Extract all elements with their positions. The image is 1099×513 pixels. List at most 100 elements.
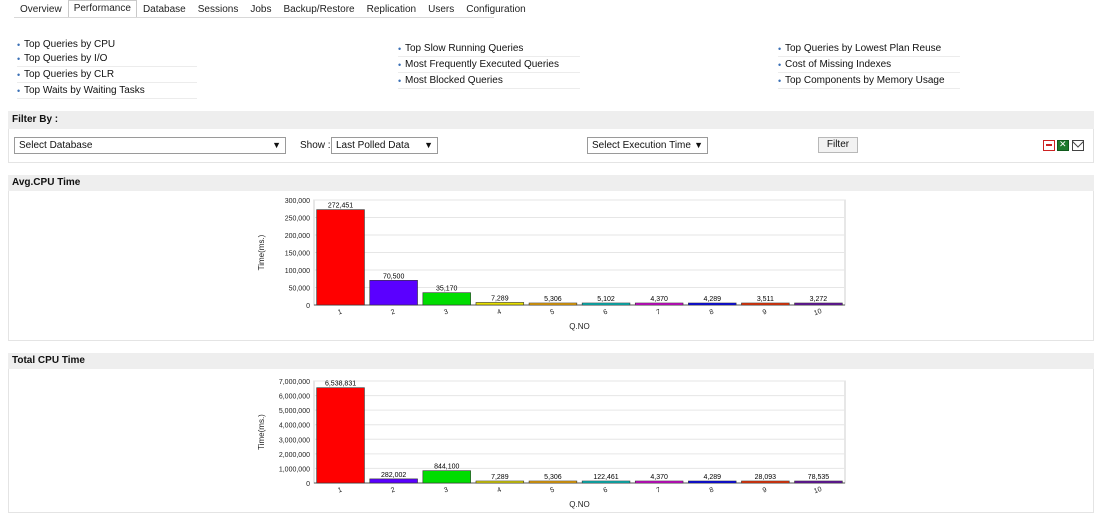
bullet-icon: •: [778, 75, 782, 86]
bullet-icon: •: [398, 75, 402, 86]
bullet-icon: •: [398, 43, 402, 54]
x-tick-label: 1: [337, 487, 343, 495]
report-link-label: Top Queries by I/O: [24, 53, 108, 64]
data-label: 35,170: [436, 286, 458, 293]
data-label: 7,289: [491, 295, 509, 302]
report-link-label: Top Queries by CLR: [24, 69, 115, 80]
report-link[interactable]: • Cost of Missing Indexes: [778, 57, 960, 73]
data-label: 4,289: [703, 474, 721, 481]
chevron-down-icon: ▼: [694, 140, 703, 150]
data-label: 5,306: [544, 296, 562, 303]
y-tick-label: 300,000: [285, 198, 310, 205]
y-tick-label: 0: [306, 303, 310, 310]
report-links-column-1: • Top Queries by CPU • Top Queries by I/O • T…: [17, 38, 197, 99]
report-link-label: Most Blocked Queries: [405, 75, 503, 86]
bullet-icon: •: [778, 59, 782, 70]
report-link[interactable]: • Top Queries by Lowest Plan Reuse: [778, 41, 960, 57]
y-tick-label: 5,000,000: [279, 408, 310, 415]
total-cpu-time-chart: 0 1,000,000 2,000,000 3,000,000 4,000,000 5,0…: [257, 379, 846, 509]
tab-backup-restore[interactable]: Backup/Restore: [283, 4, 355, 15]
bar: [741, 302, 790, 306]
report-link[interactable]: • Most Blocked Queries: [398, 73, 580, 89]
data-label: 28,093: [755, 474, 777, 481]
bullet-icon: •: [17, 39, 21, 50]
avg-cpu-time-panel: 0 50,000 100,000 150,000 200,000 250,000 300,0…: [8, 191, 1094, 341]
x-tick-label: 10: [813, 308, 823, 317]
x-tick-label: 3: [443, 309, 449, 317]
email-icon[interactable]: [1072, 140, 1084, 151]
x-tick-label: 8: [709, 309, 715, 317]
x-tick-label: 10: [813, 486, 823, 495]
bullet-icon: •: [17, 85, 21, 96]
tab-performance[interactable]: Performance: [67, 0, 137, 18]
bar: [688, 302, 737, 306]
data-label: 5,102: [597, 296, 615, 303]
report-link-label: Top Queries by CPU: [24, 39, 116, 50]
y-tick-label: 150,000: [285, 251, 310, 258]
x-tick-label: 6: [603, 487, 609, 495]
bullet-icon: •: [398, 59, 402, 70]
report-link[interactable]: • Top Queries by I/O: [17, 51, 197, 67]
tab-configuration[interactable]: Configuration: [466, 4, 526, 15]
report-links-column-3: • Top Queries by Lowest Plan Reuse • Cost o…: [778, 41, 960, 89]
data-label: 78,535: [808, 474, 830, 481]
data-label: 6,538,831: [325, 381, 356, 388]
filter-button[interactable]: Filter: [818, 137, 858, 153]
report-link[interactable]: • Top Components by Memory Usage: [778, 73, 960, 89]
show-select[interactable]: Last Polled Data ▼: [331, 137, 438, 154]
data-label: 282,002: [381, 472, 406, 479]
report-links: • Top Queries by CPU • Top Queries by I/O • T…: [0, 38, 1099, 104]
avg-cpu-time-header: Avg.CPU Time: [8, 175, 1094, 191]
y-tick-label: 7,000,000: [279, 379, 310, 386]
execution-time-select[interactable]: Select Execution Time ▼: [587, 137, 708, 154]
report-link[interactable]: • Most Frequently Executed Queries: [398, 57, 580, 73]
bar: [475, 302, 525, 306]
report-link[interactable]: • Top Slow Running Queries: [398, 41, 580, 57]
database-select-value: Select Database: [19, 140, 93, 151]
report-link-label: Cost of Missing Indexes: [785, 59, 892, 70]
bar: [634, 480, 684, 484]
report-link[interactable]: • Top Waits by Waiting Tasks: [17, 83, 197, 99]
x-tick-label: 9: [762, 487, 768, 495]
execution-time-select-value: Select Execution Time: [592, 140, 691, 151]
y-tick-label: 50,000: [289, 286, 311, 293]
report-link[interactable]: • Top Queries by CPU: [17, 38, 197, 51]
y-tick-label: 250,000: [285, 216, 310, 223]
report-link-label: Top Queries by Lowest Plan Reuse: [785, 43, 942, 54]
y-tick-label: 3,000,000: [279, 437, 310, 444]
x-axis-title: Q.NO: [569, 322, 589, 331]
tab-sessions[interactable]: Sessions: [197, 4, 239, 15]
chevron-down-icon: ▼: [424, 140, 433, 150]
bullet-icon: •: [17, 53, 21, 64]
tab-replication[interactable]: Replication: [366, 4, 417, 15]
tab-users[interactable]: Users: [428, 4, 455, 15]
excel-export-icon[interactable]: [1057, 139, 1069, 151]
data-label: 122,461: [593, 474, 618, 481]
report-link-label: Top Slow Running Queries: [405, 43, 524, 54]
database-select[interactable]: Select Database ▼: [14, 137, 286, 154]
report-link[interactable]: • Top Queries by CLR: [17, 67, 197, 83]
main-tab-bar: Overview Performance Database Sessions Jobs B…: [14, 0, 532, 18]
tab-jobs[interactable]: Jobs: [250, 4, 272, 15]
report-links-column-2: • Top Slow Running Queries • Most Frequentl…: [398, 41, 580, 89]
tab-overview[interactable]: Overview: [20, 4, 62, 15]
y-tick-label: 4,000,000: [279, 423, 310, 430]
x-tick-label: 4: [496, 487, 502, 495]
x-tick-label: 1: [337, 309, 343, 317]
data-label: 3,272: [810, 296, 828, 303]
x-tick-label: 2: [390, 487, 396, 495]
x-tick-label: 7: [656, 309, 662, 317]
bar: [475, 480, 525, 484]
bar: [794, 302, 843, 306]
total-cpu-time-panel: 0 1,000,000 2,000,000 3,000,000 4,000,000 5,0…: [8, 369, 1094, 513]
y-tick-label: 6,000,000: [279, 394, 310, 401]
bar: [369, 280, 418, 306]
show-select-value: Last Polled Data: [336, 140, 410, 151]
y-tick-label: 0: [306, 481, 310, 488]
bar: [581, 480, 631, 484]
y-tick-label: 1,000,000: [279, 466, 310, 473]
pdf-export-icon[interactable]: [1043, 140, 1055, 151]
data-label: 272,451: [328, 203, 353, 210]
plot-area: [313, 380, 846, 484]
tab-database[interactable]: Database: [142, 4, 186, 15]
